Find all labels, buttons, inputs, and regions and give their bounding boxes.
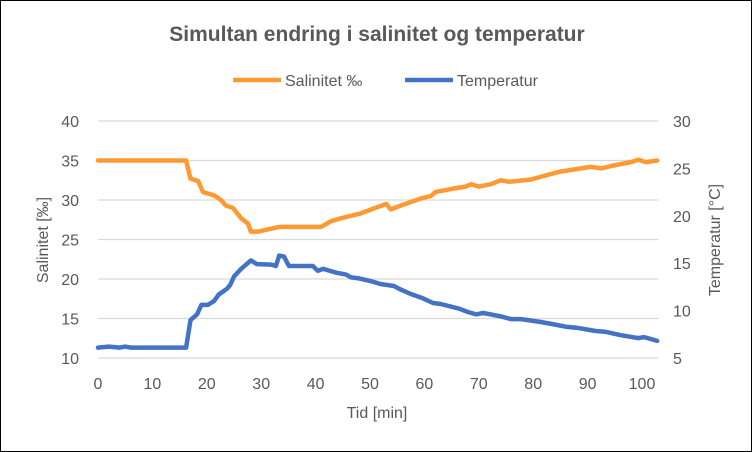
series-line-temperatur [95,253,660,350]
x-tick-label: 20 [198,376,216,393]
x-tick-label: 60 [416,376,434,393]
chart-title: Simultan endring i salinitet og temperat… [169,23,584,46]
x-tick-label: 30 [252,376,270,393]
y-tick-label-right: 10 [673,304,691,321]
y-tick-label-right: 25 [673,161,691,178]
y-tick-label-left: 25 [61,233,79,250]
y-tick-label-right: 30 [673,114,691,131]
x-tick-label: 90 [579,376,597,393]
y-tick-label-right: 15 [673,256,691,273]
y-tick-label-right: 5 [673,351,682,368]
gridlines [98,120,659,359]
x-tick-label: 50 [361,376,379,393]
series-line-salinitet [95,157,660,234]
series-lines [95,157,660,350]
x-tick-label: 80 [524,376,542,393]
y-axis-title-left: Salinitet [‰] [35,197,52,283]
legend-label: Salinitet ‰ [285,73,362,90]
x-tick-label: 70 [470,376,488,393]
x-tick-label: 0 [94,376,103,393]
x-tick-label: 40 [307,376,325,393]
x-axis-title: Tid [min] [347,405,408,422]
y-tick-label-left: 20 [61,272,79,289]
tick-labels: 10 15 20 25 30 35 40 5 10 15 20 25 30 0 10 20 30 40 50 60 70… [61,114,691,393]
x-tick-label: 10 [144,376,162,393]
y-tick-label-left: 40 [61,114,79,131]
y-tick-label-left: 35 [61,154,79,171]
y-axis-title-right: Temperatur [°C] [707,184,724,296]
y-tick-label-left: 10 [61,351,79,368]
legend-label: Temperatur [457,73,539,90]
y-tick-label-right: 20 [673,209,691,226]
x-tick-label: 100 [629,376,656,393]
y-tick-label-left: 15 [61,312,79,329]
y-tick-label-left: 30 [61,193,79,210]
legend: Salinitet ‰ Temperatur [233,73,539,90]
